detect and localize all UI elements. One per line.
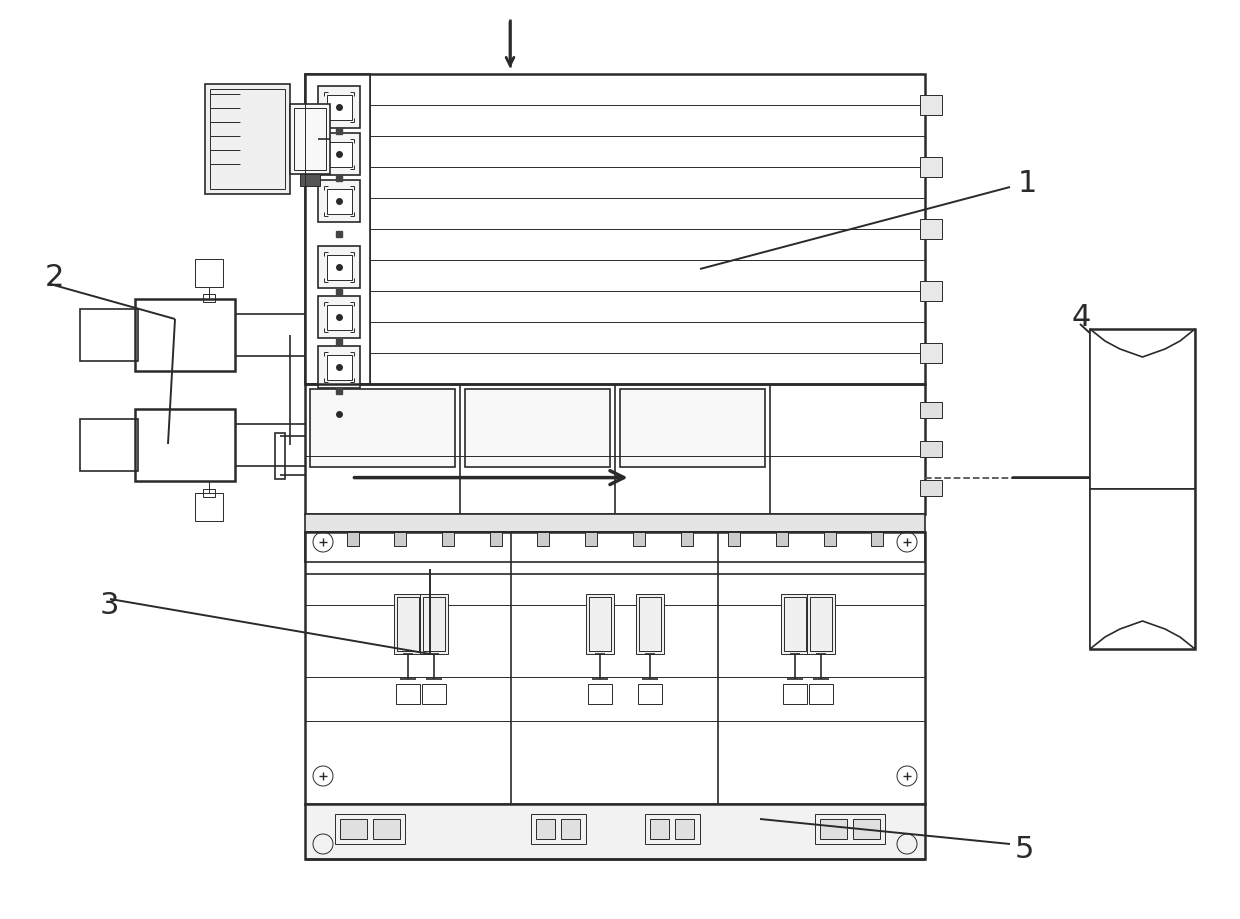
Bar: [681, 532, 692, 547]
Bar: [317, 181, 360, 222]
Bar: [560, 819, 580, 839]
Bar: [920, 282, 942, 301]
Bar: [203, 295, 215, 302]
Bar: [394, 532, 407, 547]
Bar: [808, 685, 833, 704]
Bar: [920, 344, 942, 364]
Bar: [645, 814, 701, 844]
Bar: [920, 158, 942, 177]
Bar: [305, 75, 370, 384]
Bar: [310, 390, 455, 468]
Text: 4: 4: [1073, 302, 1091, 331]
Bar: [465, 390, 610, 468]
Bar: [620, 390, 765, 468]
Bar: [536, 819, 556, 839]
Bar: [781, 595, 808, 654]
Bar: [490, 532, 502, 547]
Bar: [639, 597, 661, 652]
Bar: [853, 819, 880, 839]
Bar: [815, 814, 885, 844]
Bar: [317, 297, 360, 338]
Bar: [305, 75, 925, 384]
Polygon shape: [1090, 330, 1195, 490]
Bar: [823, 532, 836, 547]
Bar: [920, 96, 942, 116]
Bar: [135, 300, 236, 371]
Bar: [340, 819, 367, 839]
Bar: [443, 532, 454, 547]
Bar: [135, 410, 236, 482]
Bar: [589, 597, 611, 652]
Bar: [327, 403, 352, 427]
Bar: [872, 532, 883, 547]
Bar: [317, 134, 360, 176]
Bar: [327, 190, 352, 215]
Bar: [373, 819, 401, 839]
Bar: [396, 685, 420, 704]
Text: 2: 2: [45, 262, 64, 291]
Bar: [650, 819, 670, 839]
Bar: [776, 532, 787, 547]
Bar: [317, 246, 360, 289]
Bar: [537, 532, 549, 547]
Bar: [205, 85, 290, 195]
Bar: [335, 814, 405, 844]
Bar: [588, 685, 613, 704]
Bar: [1090, 330, 1195, 650]
Bar: [920, 220, 942, 240]
Bar: [305, 75, 370, 384]
Bar: [327, 306, 352, 331]
Bar: [203, 490, 215, 497]
Polygon shape: [1090, 490, 1195, 650]
Bar: [327, 255, 352, 281]
Bar: [920, 441, 942, 458]
Bar: [327, 96, 352, 121]
Bar: [675, 819, 694, 839]
Bar: [636, 595, 663, 654]
Text: 3: 3: [100, 590, 119, 618]
Bar: [807, 595, 835, 654]
Bar: [300, 175, 320, 187]
Bar: [210, 90, 285, 190]
Bar: [305, 532, 925, 562]
Bar: [632, 532, 645, 547]
Bar: [394, 595, 422, 654]
Bar: [294, 108, 326, 171]
Bar: [327, 356, 352, 380]
Bar: [920, 403, 942, 418]
Bar: [347, 532, 358, 547]
Bar: [639, 685, 662, 704]
Bar: [290, 105, 330, 175]
Bar: [317, 346, 360, 389]
Bar: [810, 597, 832, 652]
Bar: [81, 310, 138, 361]
Bar: [317, 87, 360, 129]
Bar: [305, 804, 925, 859]
Bar: [587, 595, 614, 654]
Bar: [784, 597, 806, 652]
Bar: [275, 434, 285, 480]
Text: 5: 5: [1016, 834, 1034, 864]
Bar: [782, 685, 807, 704]
Bar: [531, 814, 587, 844]
Bar: [305, 384, 925, 515]
Text: 1: 1: [1018, 168, 1038, 198]
Bar: [820, 819, 847, 839]
Bar: [423, 597, 445, 652]
Bar: [422, 685, 446, 704]
Bar: [195, 260, 223, 288]
Bar: [317, 393, 360, 436]
Bar: [305, 532, 925, 804]
Bar: [728, 532, 740, 547]
Bar: [420, 595, 448, 654]
Bar: [81, 420, 138, 471]
Bar: [920, 481, 942, 496]
Bar: [305, 515, 925, 532]
Bar: [195, 494, 223, 521]
Bar: [397, 597, 419, 652]
Bar: [585, 532, 598, 547]
Bar: [327, 142, 352, 168]
